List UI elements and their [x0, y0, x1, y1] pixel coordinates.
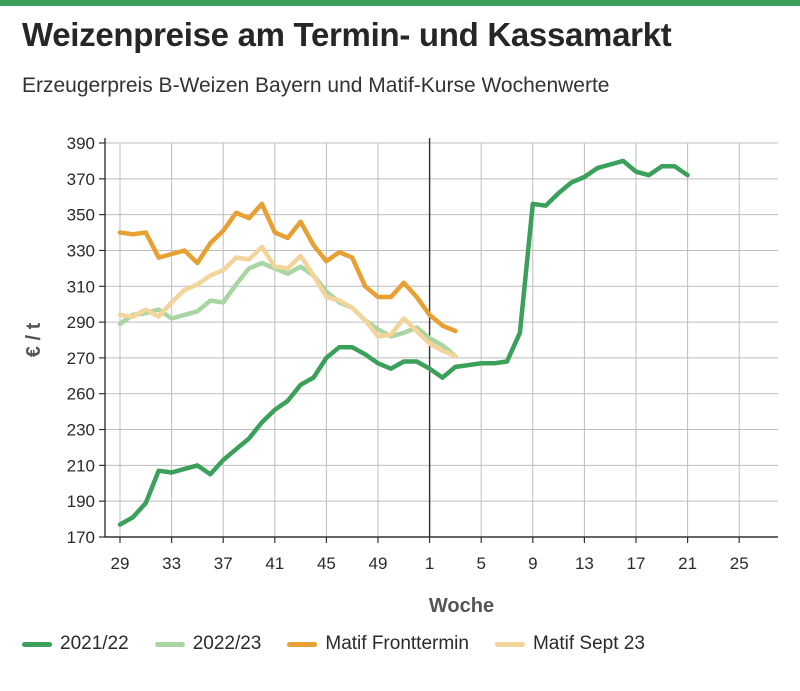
series-line-2 — [117, 201, 458, 334]
y-tick-label: 370 — [67, 170, 95, 189]
x-tick-label: 9 — [528, 554, 537, 573]
legend-swatch — [287, 641, 318, 647]
legend-item: 2021/22 — [22, 633, 129, 655]
legend-swatch — [494, 641, 525, 647]
y-axis-title: € / t — [23, 322, 45, 357]
chart-legend: 2021/22 2022/23 Matif Fronttermin Matif Sep… — [22, 633, 671, 655]
legend-label: Matif Fronttermin — [325, 633, 469, 654]
x-tick-label: 1 — [425, 554, 434, 573]
x-axis-title: Woche — [429, 595, 494, 617]
x-tick-label: 41 — [265, 554, 284, 573]
series-line-1 — [117, 260, 458, 359]
label-layer: 390 370 350 330 310 290 270 260 230 210 190 170 29 33… — [23, 134, 749, 617]
x-tick-label: 37 — [214, 554, 233, 573]
y-tick-label: 270 — [67, 349, 95, 368]
y-tick-label: 390 — [67, 134, 95, 153]
y-tick-label: 260 — [67, 385, 95, 404]
legend-label: 2022/23 — [192, 633, 262, 654]
chart-title: Weizenpreise am Termin- und Kassamarkt — [22, 16, 672, 53]
series-line-3 — [117, 244, 458, 359]
x-tick-label: 5 — [476, 554, 485, 573]
chart-subtitle: Erzeugerpreis B-Weizen Bayern und Matif-… — [22, 74, 610, 97]
y-tick-label: 170 — [67, 528, 95, 547]
series-line-0 — [117, 158, 690, 527]
x-tick-label: 21 — [678, 554, 697, 573]
x-tick-label: 45 — [317, 554, 336, 573]
axis-layer — [99, 138, 778, 543]
x-tick-label: 29 — [111, 554, 130, 573]
legend-item: Matif Sept 23 — [494, 633, 645, 655]
y-tick-label: 210 — [67, 456, 95, 475]
x-tick-label: 13 — [575, 554, 594, 573]
y-tick-label: 230 — [67, 421, 95, 440]
legend-item: 2022/23 — [154, 633, 262, 655]
y-tick-label: 330 — [67, 241, 95, 260]
legend-item: Matif Fronttermin — [287, 633, 469, 655]
x-tick-label: 49 — [369, 554, 388, 573]
series-layer — [117, 158, 690, 527]
y-tick-label: 190 — [67, 492, 95, 511]
y-tick-label: 290 — [67, 313, 95, 332]
legend-label: Matif Sept 23 — [532, 633, 645, 654]
legend-swatch — [154, 641, 185, 647]
brand-top-bar — [0, 0, 800, 6]
y-tick-label: 310 — [67, 277, 95, 296]
legend-label: 2021/22 — [60, 633, 129, 654]
y-tick-label: 350 — [67, 206, 95, 225]
x-tick-label: 25 — [730, 554, 749, 573]
legend-swatch — [22, 641, 52, 647]
x-tick-label: 33 — [162, 554, 181, 573]
grid-layer — [105, 142, 778, 538]
x-tick-label: 17 — [627, 554, 646, 573]
